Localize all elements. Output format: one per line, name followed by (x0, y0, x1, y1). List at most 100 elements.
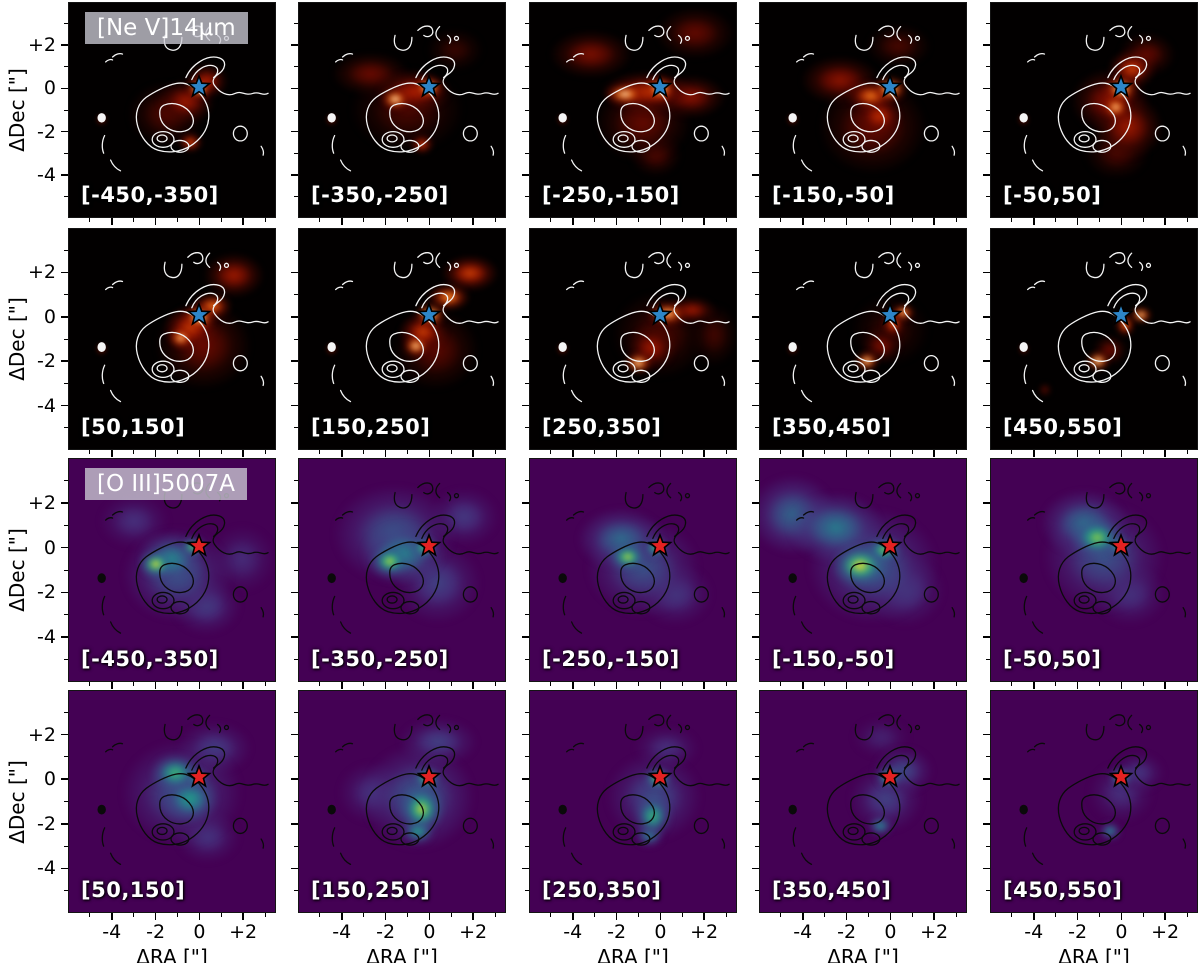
x-tick-mark (450, 450, 452, 454)
x-tick-mark (133, 218, 135, 222)
y-tick-mark (294, 524, 298, 526)
emission-blob (607, 542, 648, 572)
x-tick-mark (1164, 450, 1166, 457)
x-tick-mark (450, 682, 452, 686)
contour-overlay (1019, 482, 1191, 634)
y-tick-mark (986, 479, 990, 481)
y-tick-mark (61, 130, 68, 133)
velocity-bin-label: [250,350] (542, 415, 662, 439)
x-tick-mark (933, 913, 935, 920)
x-tick-mark (933, 218, 935, 225)
x-tick-label: -2 (146, 921, 166, 943)
x-axis-title: ΔRA ["] (827, 945, 899, 963)
x-tick-mark (1076, 913, 1079, 920)
star-marker-icon (647, 301, 674, 333)
star-marker-icon (877, 73, 904, 104)
x-tick-mark (845, 913, 848, 920)
line-title: [Ne V]14μm (85, 12, 248, 44)
x-tick-mark (780, 682, 782, 686)
star-marker-icon (877, 764, 904, 795)
velocity-bin-label: [450,550] (1003, 415, 1123, 439)
y-tick-mark (986, 801, 990, 802)
velocity-bin-label: [50,150] (81, 415, 186, 439)
x-tick-mark (845, 682, 848, 689)
emission-blob (891, 303, 916, 322)
x-tick-mark (889, 450, 892, 457)
x-tick-mark (889, 682, 892, 689)
channel-map-panel: [-350,-250] (298, 458, 506, 682)
channel-map-panel: [150,250] (298, 690, 506, 913)
y-tick-label: +2 (27, 723, 56, 746)
contour-overlay (327, 714, 499, 866)
y-tick-mark (986, 756, 990, 758)
emission-blob (632, 794, 673, 838)
velocity-bin-label: [-350,-250] (311, 183, 449, 207)
y-tick-mark (291, 174, 298, 176)
x-tick-mark (242, 913, 244, 920)
y-tick-mark (755, 195, 759, 197)
emission-blob (865, 24, 932, 68)
y-tick-mark (752, 733, 759, 736)
y-tick-mark (522, 636, 529, 638)
x-tick-mark (1186, 450, 1188, 454)
y-tick-mark (752, 778, 759, 780)
x-tick-label: -2 (837, 921, 857, 943)
x-tick-mark (1098, 450, 1100, 454)
x-tick-mark (955, 682, 957, 686)
x-tick-mark (176, 682, 178, 686)
x-tick-mark (154, 682, 157, 689)
x-tick-mark (133, 682, 135, 686)
x-axis-title: ΔRA ["] (597, 945, 669, 963)
y-tick-mark (752, 546, 759, 549)
y-tick-mark (752, 823, 759, 825)
y-tick-mark (755, 66, 759, 68)
channel-map-panel: [50,150] (68, 228, 276, 450)
x-tick-mark (450, 218, 452, 222)
x-tick-mark (406, 682, 408, 686)
x-tick-mark (802, 450, 804, 457)
x-tick-label: +2 (690, 921, 719, 943)
x-tick-mark (824, 450, 826, 454)
x-tick-mark (703, 682, 705, 689)
y-tick-label: 0 (43, 768, 56, 791)
x-tick-mark (955, 450, 957, 454)
x-tick-mark (955, 218, 957, 222)
y-tick-mark (291, 778, 298, 780)
star-marker-icon (1108, 73, 1135, 104)
y-tick-mark (755, 338, 759, 340)
y-tick-mark (294, 479, 298, 481)
contour-overlay (1019, 714, 1191, 866)
x-tick-mark (1011, 450, 1013, 454)
emission-blob (655, 7, 735, 59)
channel-map-panel: [350,450] (759, 228, 967, 450)
star-marker-icon (416, 764, 443, 795)
x-tick-mark (111, 450, 113, 457)
x-tick-mark (176, 450, 178, 454)
x-tick-mark (1120, 218, 1123, 225)
y-tick-mark (752, 130, 759, 133)
channel-map-panel: [-250,-150] (529, 458, 737, 682)
x-tick-mark (824, 218, 826, 222)
y-tick-mark (64, 66, 68, 68)
y-tick-mark (64, 479, 68, 481)
emission-blob (604, 83, 647, 105)
x-tick-mark (154, 450, 157, 457)
x-tick-mark (1011, 682, 1013, 686)
x-tick-mark (1164, 218, 1166, 225)
x-tick-mark (220, 682, 222, 686)
channel-map-panel: [-450,-350] [Ne V]14μm (68, 2, 276, 218)
x-tick-mark (319, 218, 321, 222)
x-tick-mark (341, 913, 343, 920)
x-tick-mark (725, 218, 727, 222)
y-tick-mark (64, 195, 68, 197)
y-tick-mark (522, 546, 529, 549)
y-axis-title: ΔDec ["] (5, 528, 29, 612)
x-tick-mark (154, 913, 157, 920)
y-tick-mark (61, 87, 68, 90)
star-marker-icon (647, 764, 674, 795)
y-tick-mark (291, 87, 298, 90)
x-tick-mark (363, 682, 365, 686)
y-tick-mark (755, 801, 759, 802)
x-tick-mark (1055, 450, 1057, 454)
x-tick-mark (450, 913, 452, 917)
